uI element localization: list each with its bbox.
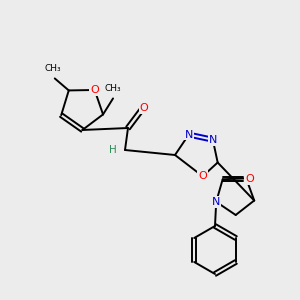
Text: O: O — [245, 174, 254, 184]
Text: N: N — [184, 130, 193, 140]
Text: O: O — [90, 85, 99, 95]
Text: H: H — [109, 145, 117, 155]
Text: N: N — [212, 197, 220, 207]
Text: O: O — [198, 171, 207, 181]
Text: CH₃: CH₃ — [105, 84, 122, 93]
Text: CH₃: CH₃ — [44, 64, 61, 74]
Text: N: N — [208, 135, 217, 145]
Text: O: O — [140, 103, 148, 113]
